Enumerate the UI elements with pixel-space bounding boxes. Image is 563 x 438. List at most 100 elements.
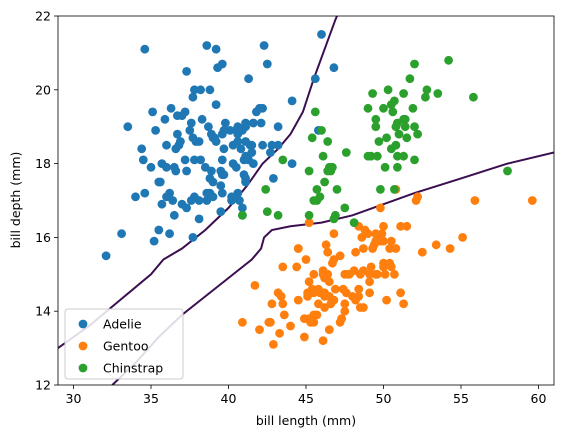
gentoo-point bbox=[365, 288, 374, 298]
gentoo-point bbox=[354, 284, 364, 294]
adelie-point bbox=[146, 162, 156, 172]
adelie-point bbox=[329, 63, 339, 73]
gentoo-point bbox=[286, 321, 295, 331]
adelie-point bbox=[207, 166, 216, 176]
adelie-point bbox=[233, 188, 243, 198]
adelie-point bbox=[194, 214, 204, 224]
gentoo-point bbox=[304, 218, 314, 228]
gentoo-point bbox=[385, 244, 395, 253]
gentoo-point bbox=[324, 277, 334, 287]
gentoo-point bbox=[340, 306, 350, 316]
gentoo-point bbox=[301, 255, 311, 264]
gentoo-point bbox=[390, 269, 399, 279]
adelie-point bbox=[273, 122, 283, 132]
x-tick-label: 35 bbox=[143, 391, 159, 406]
adelie-point bbox=[287, 159, 297, 169]
gentoo-point bbox=[380, 269, 390, 279]
adelie-point bbox=[256, 118, 266, 128]
adelie-point bbox=[154, 225, 164, 235]
gentoo-point bbox=[255, 325, 264, 334]
x-tick-label: 50 bbox=[376, 391, 392, 406]
gentoo-point bbox=[354, 292, 364, 301]
adelie-point bbox=[171, 166, 181, 176]
adelie-point bbox=[217, 155, 227, 165]
adelie-point bbox=[176, 137, 185, 146]
adelie-point bbox=[182, 203, 192, 213]
adelie-point bbox=[160, 114, 170, 124]
gentoo-point bbox=[340, 299, 350, 309]
adelie-point bbox=[157, 199, 167, 209]
gentoo-point bbox=[318, 336, 328, 346]
chinstrap-point bbox=[310, 107, 320, 117]
adelie-point bbox=[197, 114, 207, 124]
legend-marker-chinstrap bbox=[78, 363, 88, 373]
gentoo-point bbox=[292, 262, 302, 272]
adelie-point bbox=[266, 148, 275, 157]
adelie-point bbox=[244, 74, 254, 84]
y-tick-label: 12 bbox=[35, 378, 51, 393]
gentoo-point bbox=[379, 258, 388, 268]
gentoo-point bbox=[431, 240, 441, 250]
chinstrap-point bbox=[371, 114, 381, 124]
adelie-point bbox=[247, 148, 257, 157]
adelie-point bbox=[137, 144, 147, 154]
gentoo-point bbox=[279, 310, 289, 320]
y-tick-label: 22 bbox=[35, 9, 51, 24]
adelie-point bbox=[148, 107, 158, 117]
adelie-point bbox=[248, 118, 258, 128]
adelie-point bbox=[235, 196, 244, 205]
adelie-point bbox=[190, 155, 199, 165]
adelie-point bbox=[310, 74, 320, 84]
chinstrap-point bbox=[278, 155, 288, 165]
adelie-point bbox=[186, 118, 196, 128]
adelie-point bbox=[216, 207, 226, 217]
gentoo-point bbox=[376, 203, 385, 213]
y-axis-label: bill depth (mm) bbox=[8, 152, 23, 249]
adelie-point bbox=[208, 177, 218, 187]
adelie-point bbox=[196, 155, 206, 165]
chinstrap-point bbox=[324, 162, 334, 172]
gentoo-point bbox=[396, 288, 405, 298]
adelie-point bbox=[208, 192, 218, 202]
chinstrap-point bbox=[394, 129, 404, 139]
chinstrap-point bbox=[312, 185, 322, 194]
adelie-point bbox=[185, 125, 195, 135]
gentoo-point bbox=[363, 229, 373, 239]
gentoo-point bbox=[312, 310, 322, 320]
chinstrap-point bbox=[315, 192, 325, 202]
chinstrap-point bbox=[393, 162, 402, 172]
adelie-point bbox=[188, 233, 198, 242]
chinstrap-point bbox=[368, 89, 377, 98]
adelie-point bbox=[190, 85, 199, 95]
adelie-point bbox=[202, 41, 212, 50]
gentoo-point bbox=[458, 233, 467, 242]
gentoo-point bbox=[399, 299, 408, 309]
adelie-point bbox=[258, 140, 267, 150]
chinstrap-point bbox=[410, 155, 419, 165]
legend-marker-adelie bbox=[78, 319, 88, 329]
gentoo-point bbox=[250, 281, 260, 290]
gentoo-point bbox=[323, 247, 333, 257]
chinstrap-point bbox=[388, 107, 398, 117]
gentoo-point bbox=[269, 340, 278, 349]
gentoo-point bbox=[348, 292, 357, 301]
adelie-point bbox=[233, 137, 243, 146]
chinstrap-point bbox=[444, 55, 453, 65]
adelie-point bbox=[205, 85, 215, 95]
chinstrap-point bbox=[372, 151, 382, 161]
chinstrap-point bbox=[433, 89, 443, 98]
adelie-point bbox=[258, 103, 267, 113]
chinstrap-point bbox=[402, 133, 412, 143]
adelie-point bbox=[219, 144, 229, 154]
chinstrap-point bbox=[393, 151, 402, 161]
x-tick-label: 40 bbox=[221, 391, 237, 406]
adelie-point bbox=[221, 118, 230, 128]
legend-box bbox=[64, 308, 184, 380]
gentoo-point bbox=[329, 229, 339, 239]
adelie-point bbox=[117, 229, 126, 239]
chinstrap-point bbox=[400, 114, 410, 124]
gentoo-point bbox=[331, 284, 340, 294]
adelie-point bbox=[182, 166, 192, 176]
chinstrap-point bbox=[304, 210, 314, 220]
